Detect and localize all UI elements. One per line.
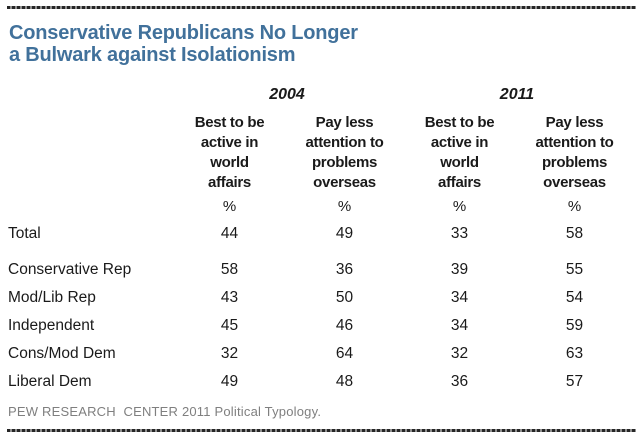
column-header-2004-payless: Pay less attention to problems overseas [305, 114, 384, 191]
column-header-2004-active: Best to be active in world affairs [194, 114, 265, 191]
value-cell: 63 [565, 345, 584, 362]
year-header-row: 2004 2011 [7, 86, 636, 104]
value-cell: 55 [565, 261, 584, 278]
percent-row: % % % % [7, 198, 636, 216]
row-label: Total [8, 225, 41, 242]
percent-sign: % [567, 198, 582, 215]
page-title: Conservative Republicans No Longer a Bul… [9, 22, 358, 66]
value-cell: 32 [220, 345, 239, 362]
value-cell: 34 [450, 289, 469, 306]
year-header-2011: 2011 [499, 86, 535, 103]
bottom-border-rule [7, 429, 636, 432]
value-cell: 64 [335, 345, 354, 362]
table-row-liberal-dem: Liberal Dem 49 48 36 57 [7, 373, 636, 390]
value-cell: 49 [335, 225, 354, 242]
percent-sign: % [452, 198, 467, 215]
column-header-row: Best to be active in world affairs Pay l… [7, 113, 636, 193]
table-row-independent: Independent 45 46 34 59 [7, 317, 636, 334]
percent-sign: % [222, 198, 237, 215]
value-cell: 33 [450, 225, 469, 242]
percent-sign: % [337, 198, 352, 215]
row-label: Mod/Lib Rep [8, 289, 96, 306]
column-header-2011-payless: Pay less attention to problems overseas [535, 114, 614, 191]
value-cell: 39 [450, 261, 469, 278]
value-cell: 58 [565, 225, 584, 242]
value-cell: 34 [450, 317, 469, 334]
value-cell: 59 [565, 317, 584, 334]
source-note: PEW RESEARCH CENTER 2011 Political Typol… [8, 404, 322, 419]
table-row-conservative-rep: Conservative Rep 58 36 39 55 [7, 261, 636, 278]
value-cell: 50 [335, 289, 354, 306]
value-cell: 45 [220, 317, 239, 334]
value-cell: 48 [335, 373, 354, 390]
column-header-2011-active: Best to be active in world affairs [424, 114, 495, 191]
top-border-rule [7, 6, 636, 9]
value-cell: 54 [565, 289, 584, 306]
value-cell: 36 [335, 261, 354, 278]
row-label: Cons/Mod Dem [8, 345, 116, 362]
row-label: Independent [8, 317, 95, 334]
value-cell: 58 [220, 261, 239, 278]
year-header-2004: 2004 [269, 86, 305, 103]
table-row-total: Total 44 49 33 58 [7, 225, 636, 242]
row-label: Liberal Dem [8, 373, 92, 390]
value-cell: 49 [220, 373, 239, 390]
value-cell: 32 [450, 345, 469, 362]
value-cell: 43 [220, 289, 239, 306]
row-label: Conservative Rep [8, 261, 132, 278]
value-cell: 57 [565, 373, 584, 390]
value-cell: 44 [220, 225, 239, 242]
table-row-mod-lib-rep: Mod/Lib Rep 43 50 34 54 [7, 289, 636, 306]
table-row-cons-mod-dem: Cons/Mod Dem 32 64 32 63 [7, 345, 636, 362]
value-cell: 36 [450, 373, 469, 390]
value-cell: 46 [335, 317, 354, 334]
year-spacer [7, 86, 172, 104]
